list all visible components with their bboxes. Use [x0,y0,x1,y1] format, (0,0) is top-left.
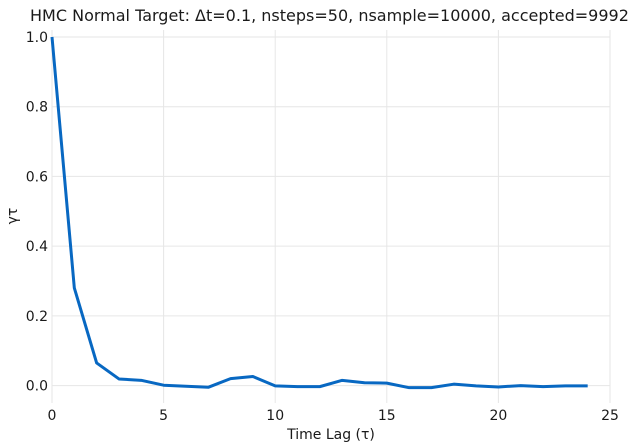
x-tick-labels: 0 5 10 15 20 25 [48,408,619,424]
y-tick-label: 0.6 [26,169,48,185]
x-tick-label: 15 [378,408,396,424]
chart-title: HMC Normal Target: Δt=0.1, nsteps=50, ns… [30,6,629,25]
x-axis-label: Time Lag (τ) [286,427,375,443]
y-axis-label: γτ [5,208,21,225]
y-tick-label: 0.2 [26,309,48,325]
autocorrelation-series-line [50,36,588,390]
y-tick-label: 0.8 [26,100,48,116]
x-tick-label: 20 [489,408,507,424]
x-tick-label: 10 [266,408,284,424]
x-tick-label: 0 [48,408,57,424]
y-tick-label: 1.0 [26,30,48,46]
series-layer [50,36,588,390]
y-tick-label: 0.4 [26,239,48,255]
grid [51,30,611,403]
y-tick-label: 0.0 [26,379,48,395]
x-tick-label: 5 [159,408,168,424]
x-tick-label: 25 [601,408,619,424]
y-tick-labels: 0.0 0.2 0.4 0.6 0.8 1.0 [26,30,48,395]
